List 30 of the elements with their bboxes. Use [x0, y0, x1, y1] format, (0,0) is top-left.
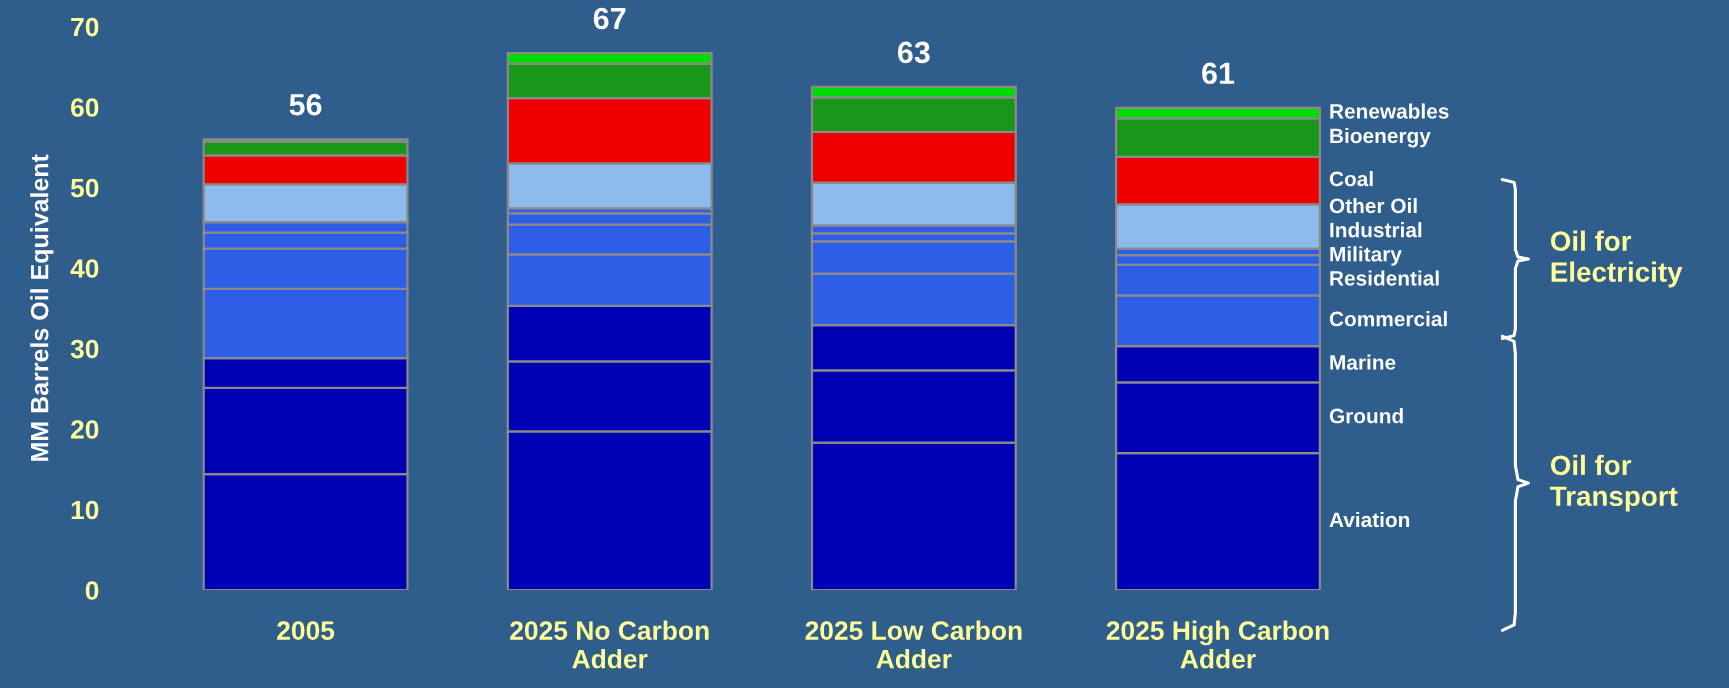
series-label: Residential — [1330, 270, 1439, 286]
text: Oil for Transport — [1550, 454, 1678, 512]
y-tick-label: 50 — [70, 178, 99, 198]
series-label: Commercial — [1329, 311, 1447, 327]
y-tick-label: 10 — [71, 500, 99, 520]
x-tick-label: 2025 High Carbon Adder — [1106, 620, 1329, 669]
y-tick-label: 70 — [71, 17, 99, 37]
series-label: Ground — [1329, 408, 1403, 424]
x-tick-label: 2005 — [277, 621, 335, 640]
series-label: Industrial — [1330, 222, 1422, 238]
x-tick-label: 2025 Low Carbon Adder — [805, 620, 1022, 669]
y-tick-label: 30 — [70, 339, 99, 359]
series-label: Renewables — [1330, 103, 1449, 119]
y-tick-label: 60 — [71, 98, 99, 117]
total-label: 56 — [289, 93, 322, 116]
series-label: Bioenergy — [1330, 127, 1431, 148]
series-label: Coal — [1329, 171, 1373, 187]
y-axis-title: MM Barrels Oil Equivalent — [30, 154, 54, 461]
text: Oil for Electricity — [1550, 230, 1683, 288]
total-label: 61 — [1202, 62, 1235, 85]
x-tick-label: 2025 No Carbon Adder — [510, 620, 709, 669]
total-label: 67 — [593, 7, 626, 30]
series-label: Marine — [1330, 354, 1396, 370]
series-label: Aviation — [1329, 511, 1410, 528]
series-label: Military — [1330, 246, 1402, 266]
series-label: Other Oil — [1329, 197, 1417, 214]
y-tick-label: 40 — [70, 259, 99, 278]
y-tick-label: 0 — [85, 581, 99, 600]
total-label: 63 — [897, 41, 930, 64]
y-tick-label: 20 — [71, 420, 99, 439]
